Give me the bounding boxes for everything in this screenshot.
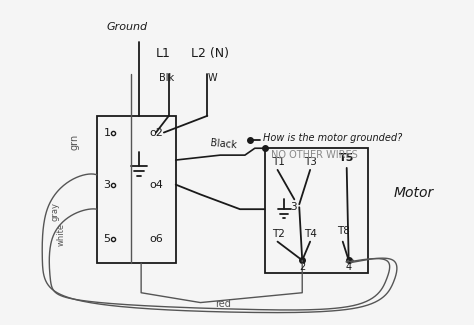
Text: T4: T4: [304, 229, 317, 239]
Text: NO OTHER WIRES: NO OTHER WIRES: [271, 150, 357, 160]
Text: 5: 5: [104, 234, 110, 244]
Text: grn: grn: [70, 134, 80, 150]
Text: T3: T3: [304, 157, 317, 167]
Text: o4: o4: [149, 180, 163, 189]
Bar: [264, 148, 368, 273]
Text: W: W: [207, 73, 217, 84]
Text: Blk: Blk: [159, 73, 174, 84]
Text: How is the motor grounded?: How is the motor grounded?: [263, 134, 402, 143]
Text: o6: o6: [149, 234, 163, 244]
Text: o2: o2: [149, 127, 163, 137]
Text: 1: 1: [104, 127, 110, 137]
Text: red: red: [215, 299, 231, 309]
Text: 3: 3: [104, 180, 110, 189]
Text: T1: T1: [272, 157, 284, 167]
Bar: [97, 116, 176, 263]
Text: T5: T5: [339, 153, 354, 163]
Text: 2: 2: [299, 262, 305, 272]
Text: L1: L1: [156, 47, 171, 60]
Text: 4: 4: [346, 262, 352, 272]
Text: Black: Black: [210, 138, 237, 150]
Text: L2 (N): L2 (N): [191, 47, 228, 60]
Text: Motor: Motor: [393, 187, 433, 201]
Text: white: white: [57, 223, 66, 246]
Text: T2: T2: [272, 229, 284, 239]
Text: T8: T8: [337, 226, 350, 236]
Text: Ground: Ground: [107, 22, 148, 32]
Text: gray: gray: [50, 202, 59, 221]
Text: 3: 3: [291, 202, 297, 212]
